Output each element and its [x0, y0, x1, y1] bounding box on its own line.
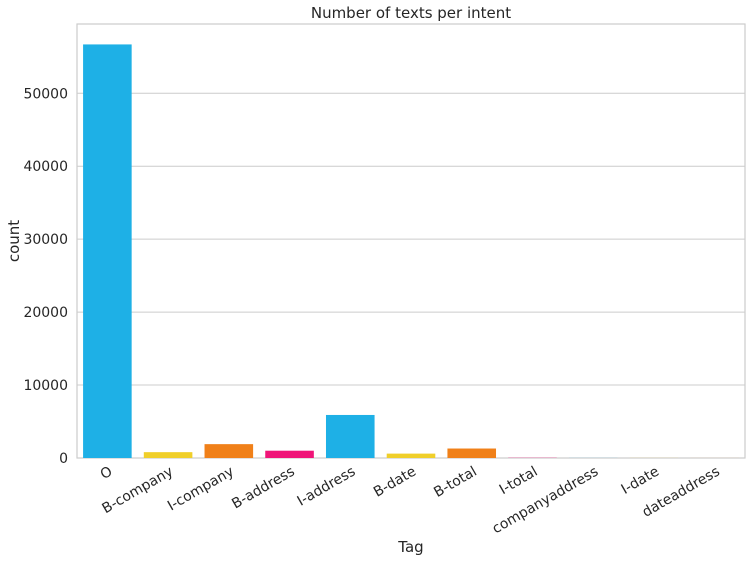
bar-b-company [143, 452, 193, 458]
bar-b-date [386, 453, 436, 458]
chart-title: Number of texts per intent [311, 4, 511, 22]
bar-b-address [265, 450, 314, 458]
y-tick-label: 50000 [23, 86, 68, 102]
y-tick-label: 40000 [23, 159, 68, 175]
bars [83, 44, 739, 459]
x-tick-label: B-date [371, 464, 419, 501]
x-tick-label: B-total [431, 464, 479, 501]
x-tick-label: I-total [497, 464, 541, 498]
gridlines [77, 92, 745, 386]
y-axis-label: count [5, 220, 23, 262]
x-tick-label: companyaddress [490, 464, 602, 538]
bar-b-total [447, 448, 497, 458]
y-tick-label: 10000 [23, 378, 68, 394]
y-tick-label: 0 [59, 451, 68, 467]
x-tick-label: I-address [295, 464, 359, 510]
x-axis-label: Tag [397, 538, 423, 556]
x-tick-label: I-date [619, 464, 662, 498]
bar-o [83, 44, 132, 459]
x-tick-label: I-company [165, 464, 237, 515]
y-tick-label: 20000 [23, 305, 68, 321]
x-tick-label: B-address [229, 464, 297, 513]
plot-area-frame [76, 23, 746, 459]
bar-i-address [325, 414, 375, 458]
bar-i-company [204, 444, 254, 458]
x-tick-label: O [98, 464, 116, 483]
y-tick-labels: 0 10000 20000 30000 40000 50000 [23, 86, 68, 467]
y-tick-label: 30000 [23, 232, 68, 248]
